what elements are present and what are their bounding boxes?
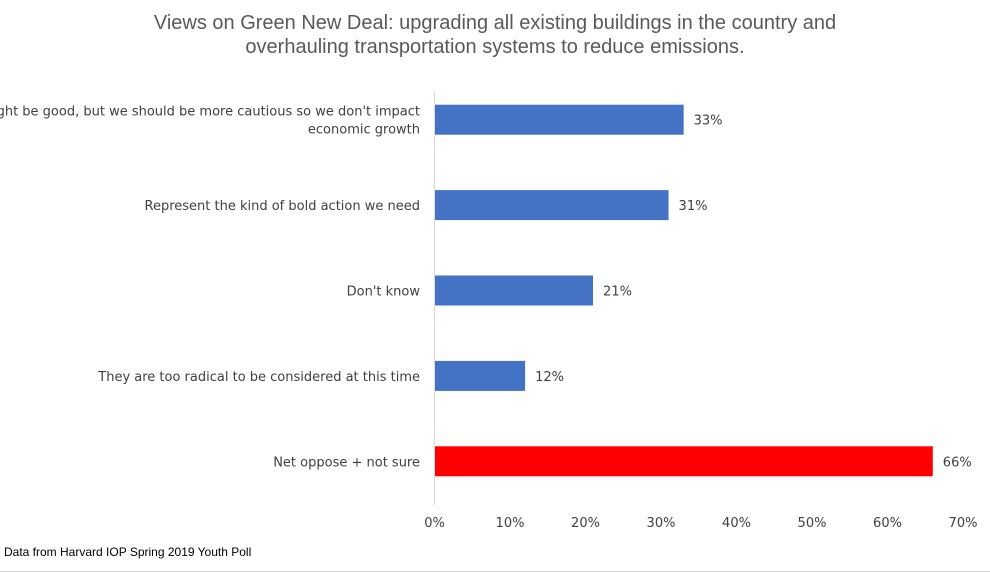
bar-4 — [435, 446, 933, 477]
x-tick-label-2: 20% — [571, 516, 600, 531]
bar-1 — [435, 190, 669, 221]
data-label-0: 33% — [694, 114, 723, 129]
source-note: Data from Harvard IOP Spring 2019 Youth … — [4, 545, 251, 559]
bar-0 — [435, 104, 684, 135]
data-label-4: 66% — [943, 455, 972, 470]
bar-2 — [435, 275, 594, 306]
category-label-4-0: Net oppose + not sure — [273, 455, 420, 470]
chart-title-line-1: Views on Green New Deal: upgrading all e… — [154, 12, 836, 34]
data-label-1: 31% — [679, 199, 708, 214]
category-label-0-0: Might be good, but we should be more cau… — [0, 105, 420, 120]
x-tick-label-7: 70% — [949, 516, 978, 531]
data-label-3: 12% — [535, 370, 564, 385]
x-tick-label-1: 10% — [496, 516, 525, 531]
category-label-1-0: Represent the kind of bold action we nee… — [145, 199, 421, 214]
bar-3 — [435, 360, 526, 391]
category-label-0-1: economic growth — [308, 123, 420, 138]
x-tick-label-4: 40% — [722, 516, 751, 531]
x-tick-label-6: 60% — [873, 516, 902, 531]
category-label-3-0: They are too radical to be considered at… — [97, 370, 420, 385]
category-label-2-0: Don't know — [347, 285, 421, 300]
chart-marks: 33% Might be good, but we should be more … — [0, 104, 978, 531]
data-label-2: 21% — [603, 285, 632, 300]
x-tick-label-5: 50% — [798, 516, 827, 531]
x-tick-label-3: 30% — [647, 516, 676, 531]
x-tick-label-0: 0% — [424, 516, 445, 531]
chart-title-line-2: overhauling transportation systems to re… — [245, 36, 744, 58]
